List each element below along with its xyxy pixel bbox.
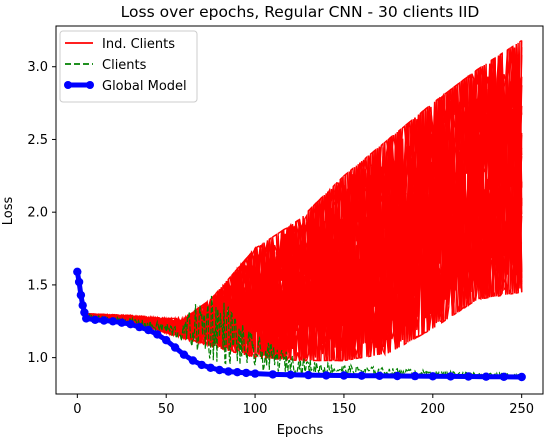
y-axis-label: Loss bbox=[1, 197, 16, 226]
global-model-point bbox=[499, 372, 509, 381]
global-model-point bbox=[428, 372, 437, 381]
y-tick-label: 1.5 bbox=[27, 278, 48, 293]
global-model-point bbox=[322, 371, 331, 380]
axes-frame bbox=[55, 25, 544, 395]
legend-label-clients: Clients bbox=[102, 58, 147, 73]
global-model-point bbox=[73, 267, 82, 276]
y-tick-label: 2.0 bbox=[27, 206, 48, 221]
global-model-point bbox=[170, 343, 180, 352]
global-model-point bbox=[375, 371, 384, 380]
legend-label-ind-clients: Ind. Clients bbox=[102, 37, 175, 52]
x-tick-label: 250 bbox=[509, 402, 534, 417]
global-model-point bbox=[206, 363, 215, 372]
chart-title: Loss over epochs, Regular CNN - 30 clien… bbox=[121, 3, 480, 21]
y-tick-label: 3.0 bbox=[27, 60, 48, 75]
ind-client-line bbox=[82, 70, 523, 333]
global-model-point bbox=[179, 350, 189, 359]
y-tick-label: 1.0 bbox=[27, 351, 48, 366]
global-model-point bbox=[233, 368, 242, 377]
legend-marker-global-model bbox=[64, 81, 72, 89]
global-model-point bbox=[126, 320, 135, 329]
global-model-point bbox=[446, 372, 455, 381]
x-tick-label: 50 bbox=[158, 402, 175, 417]
global-model-point bbox=[410, 371, 420, 381]
global-model-point bbox=[135, 322, 144, 332]
legend: Ind. Clients Clients Global Model bbox=[59, 30, 198, 103]
global-model-point bbox=[339, 371, 349, 380]
global-model-point bbox=[99, 316, 109, 325]
global-model-point bbox=[517, 372, 526, 382]
x-axis-ticks: 0 50 100 150 200 250 bbox=[73, 394, 534, 417]
legend-box bbox=[59, 30, 198, 103]
global-model-point bbox=[286, 370, 295, 379]
global-model-point bbox=[74, 277, 84, 287]
x-tick-label: 200 bbox=[420, 402, 445, 417]
global-model-point bbox=[162, 336, 171, 345]
x-tick-label: 150 bbox=[332, 402, 357, 417]
global-model-point bbox=[304, 370, 313, 380]
global-model-point bbox=[153, 330, 162, 339]
global-model-point bbox=[242, 368, 251, 378]
global-model-point bbox=[78, 301, 87, 310]
global-model-point bbox=[268, 370, 277, 379]
global-model-point bbox=[90, 315, 100, 324]
global-model-point bbox=[215, 365, 224, 375]
x-tick-label: 100 bbox=[243, 402, 268, 417]
global-model-point bbox=[464, 372, 473, 381]
y-axis-ticks: 1.0 1.5 2.0 2.5 3.0 bbox=[27, 60, 56, 366]
ind-client-line bbox=[82, 142, 523, 361]
global-model-point bbox=[357, 371, 366, 380]
global-model-point bbox=[188, 356, 198, 365]
y-tick-label: 2.5 bbox=[27, 133, 48, 148]
plot-area bbox=[73, 39, 526, 382]
x-axis-label: Epochs bbox=[277, 423, 324, 438]
global-model-point bbox=[117, 318, 127, 327]
global-model-point bbox=[108, 317, 118, 326]
x-tick-label: 0 bbox=[73, 402, 81, 417]
global-model-point bbox=[224, 367, 233, 376]
global-model-point bbox=[481, 372, 491, 381]
global-model-point bbox=[144, 325, 153, 335]
global-model-line bbox=[74, 271, 522, 380]
legend-label-global-model: Global Model bbox=[102, 79, 187, 94]
global-model-point bbox=[76, 290, 86, 300]
global-model-point bbox=[82, 314, 91, 323]
global-model-point bbox=[250, 369, 260, 378]
global-model-point bbox=[197, 360, 206, 370]
global-model-point bbox=[393, 371, 402, 381]
legend-marker-global-model bbox=[86, 81, 94, 89]
